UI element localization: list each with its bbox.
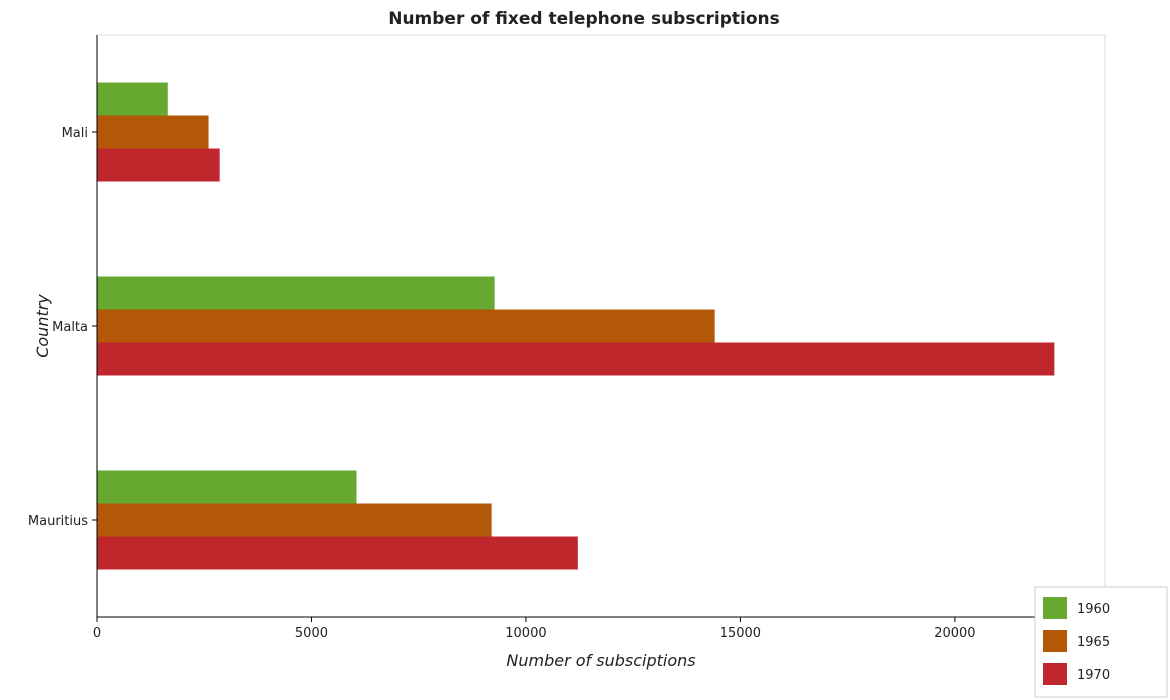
bar-mauritius-1960 xyxy=(97,470,357,504)
legend-swatch-1970 xyxy=(1043,663,1067,685)
y-tick-label: Mauritius xyxy=(28,514,88,529)
bar-mali-1965 xyxy=(97,115,209,149)
x-tick-label: 10000 xyxy=(505,626,546,641)
bar-mauritius-1970 xyxy=(97,536,578,570)
legend-label-1965: 1965 xyxy=(1077,635,1110,650)
x-tick-label: 0 xyxy=(93,626,101,641)
bars-group xyxy=(97,82,1055,570)
x-tick-label: 5000 xyxy=(295,626,328,641)
x-tick-label: 15000 xyxy=(720,626,761,641)
bar-mauritius-1965 xyxy=(97,503,492,537)
legend: 1960 1965 1970 xyxy=(1034,586,1168,698)
y-tick-label: Malta xyxy=(52,320,88,335)
legend-label-1960: 1960 xyxy=(1077,602,1110,617)
chart-title: Number of fixed telephone subscriptions xyxy=(388,9,780,29)
bar-malta-1960 xyxy=(97,276,495,310)
bar-malta-1970 xyxy=(97,342,1055,376)
x-axis-label: Number of subsciptions xyxy=(506,651,695,670)
legend-label-1970: 1970 xyxy=(1077,668,1110,683)
legend-swatch-1960 xyxy=(1043,597,1067,619)
bar-mali-1970 xyxy=(97,148,220,182)
bar-mali-1960 xyxy=(97,82,168,116)
x-tick-label: 20000 xyxy=(934,626,975,641)
x-axis: 0 5000 10000 15000 20000 xyxy=(93,617,976,641)
bar-malta-1965 xyxy=(97,309,715,343)
legend-swatch-1965 xyxy=(1043,630,1067,652)
y-axis-label: Country xyxy=(33,294,52,358)
y-tick-label: Mali xyxy=(62,126,88,141)
y-axis: Mali Malta Mauritius xyxy=(28,126,97,529)
